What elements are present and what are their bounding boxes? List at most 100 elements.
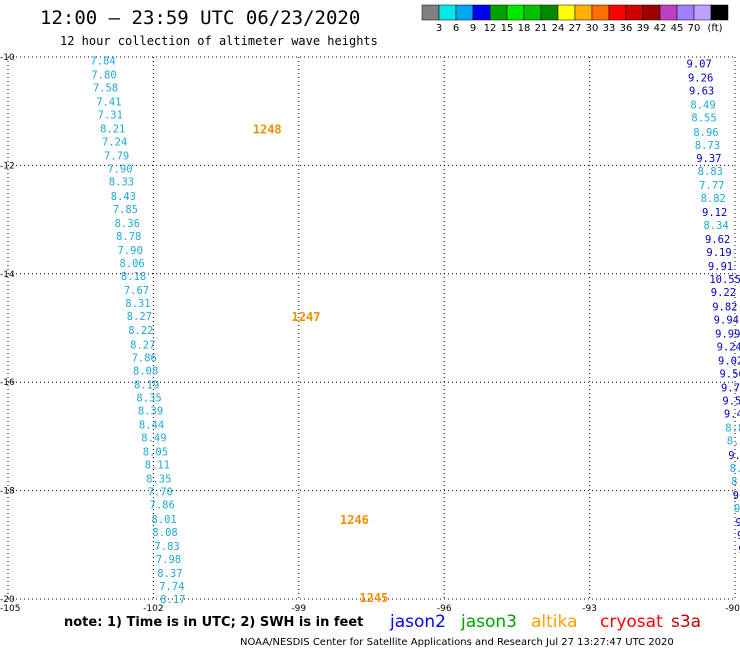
y-tick-label: -12 [0, 161, 15, 171]
legend-label: 27 [569, 23, 582, 34]
wave-height-point: 8.08 [133, 365, 158, 377]
wave-height-point: 9.24 [717, 341, 740, 353]
wave-height-point: 7.74 [159, 581, 184, 593]
wave-height-point: 9.73 [721, 383, 740, 395]
pass-time-label: 1245 [359, 591, 388, 605]
pass-time-label: 1246 [340, 513, 369, 527]
legend-swatch [489, 4, 508, 21]
legend-label: 12 [484, 23, 497, 34]
wave-height-point: 8.17 [160, 594, 185, 606]
satellite-legend-altika: altika [531, 612, 578, 632]
wave-height-point: 8.21 [100, 124, 125, 136]
wave-height-point: 9.19 [706, 247, 731, 259]
wave-height-point: 7.90 [107, 164, 132, 176]
wave-height-point: 8.44 [139, 419, 164, 431]
legend-swatch [523, 4, 542, 21]
wave-height-point: 9.43 [724, 409, 740, 421]
wave-height-point: 9.12 [702, 207, 727, 219]
y-tick-label: -14 [0, 270, 15, 280]
legend-label: 36 [620, 23, 633, 34]
x-tick-label: -96 [437, 604, 452, 614]
wave-height-point: 8.35 [136, 392, 161, 404]
wave-height-point: 7.84 [90, 55, 115, 67]
wave-height-point: 10.55 [709, 274, 740, 286]
legend-unit: (ft) [707, 23, 722, 34]
legend-swatch [574, 4, 593, 21]
wave-height-point: 8.43 [111, 191, 136, 203]
legend-swatch [438, 4, 457, 21]
wave-height-point: 8.49 [690, 100, 715, 112]
legend-swatch [693, 4, 712, 21]
legend-label: 39 [637, 23, 650, 34]
wave-height-point: 8.37 [157, 568, 182, 580]
x-tick-label: -102 [143, 604, 163, 614]
wave-height-point: 9.99 [715, 328, 740, 340]
y-tick-label: -18 [0, 487, 15, 497]
wave-height-point: 7.90 [118, 245, 143, 257]
legend-label: 6 [453, 23, 459, 34]
wave-height-point: 8.36 [115, 218, 140, 230]
footer-credit: NOAA/NESDIS Center for Satellite Applica… [240, 637, 674, 648]
wave-height-point: 8.05 [143, 447, 168, 459]
wave-height-point: 8.49 [141, 432, 166, 444]
wave-height-values: 7.847.807.587.417.318.217.247.797.908.33… [90, 55, 740, 606]
note-text: note: 1) Time is in UTC; 2) SWH is in fe… [64, 615, 363, 630]
pass-time-labels: 12481247124612451921192019191918 [253, 123, 389, 605]
legend-label: 9 [470, 23, 476, 34]
wave-height-point: 8.39 [138, 405, 163, 417]
wave-height-point: 9.28 [733, 490, 740, 502]
wave-height-point: 9.37 [696, 153, 721, 165]
y-tick-label: -10 [0, 53, 15, 63]
wave-height-point: 9.91 [708, 261, 733, 273]
legend-swatch [659, 4, 678, 21]
wave-height-point: 7.67 [124, 285, 149, 297]
legend-swatch [608, 4, 627, 21]
wave-height-point: 8.18 [121, 271, 146, 283]
satellite-legend-jason2: jason2 [389, 612, 446, 632]
wave-height-point: 8.35 [146, 474, 171, 486]
satellite-legend: jason2 jason3 altika cryosat s3a [389, 612, 701, 632]
wave-height-point: 9.22 [711, 287, 736, 299]
legend-swatch [472, 4, 491, 21]
legend-swatch [540, 4, 559, 21]
wave-height-point: 8.22 [128, 325, 153, 337]
wave-height-point: 7.31 [98, 109, 123, 121]
wave-height-point: 8.33 [109, 177, 134, 189]
wave-height-point: 8.88 [725, 423, 740, 435]
pass-time-label: 1248 [253, 123, 282, 137]
legend-swatch [625, 4, 644, 21]
wave-height-point: 8.27 [130, 339, 155, 351]
wave-height-point: 9.01 [735, 517, 740, 529]
wave-height-point: 8.83 [698, 166, 723, 178]
wave-height-point: 9.34 [738, 544, 740, 556]
chart-subtitle: 12 hour collection of altimeter wave hei… [60, 34, 378, 48]
x-tick-label: -105 [0, 604, 20, 614]
wave-height-point: 7.86 [132, 352, 157, 364]
wave-height-point: 7.24 [102, 137, 127, 149]
legend-swatch [642, 4, 661, 21]
wave-height-point: 8.19 [134, 379, 159, 391]
wave-height-point: 8.78 [116, 231, 141, 243]
wave-height-point: 8.06 [119, 258, 144, 270]
legend-label: 21 [535, 23, 548, 34]
wave-height-point: 8.73 [695, 140, 720, 152]
legend-label: 42 [654, 23, 667, 34]
legend-swatch [455, 4, 474, 21]
wave-height-point: 9.63 [689, 86, 714, 98]
wave-height-point: 9.82 [712, 301, 737, 313]
wave-height-point: 9.07 [687, 59, 712, 71]
wave-height-point: 9.62 [705, 234, 730, 246]
color-legend: 3 6 9 12 15 18 21 24 27 30 33 36 39 42 45 70 (ft) [421, 4, 729, 34]
wave-height-point: 7.80 [91, 69, 116, 81]
satellite-legend-cryosat: cryosat [600, 612, 663, 632]
y-tick-label: -16 [0, 378, 15, 388]
wave-height-point: 8.60 [727, 436, 740, 448]
legend-swatch [710, 4, 729, 21]
x-tick-label: -99 [291, 604, 306, 614]
legend-label: 30 [586, 23, 599, 34]
wave-height-point: 8.40 [730, 463, 740, 475]
legend-swatch [676, 4, 695, 21]
wave-height-point: 7.86 [150, 500, 175, 512]
wave-height-point: 9.02 [718, 356, 740, 368]
